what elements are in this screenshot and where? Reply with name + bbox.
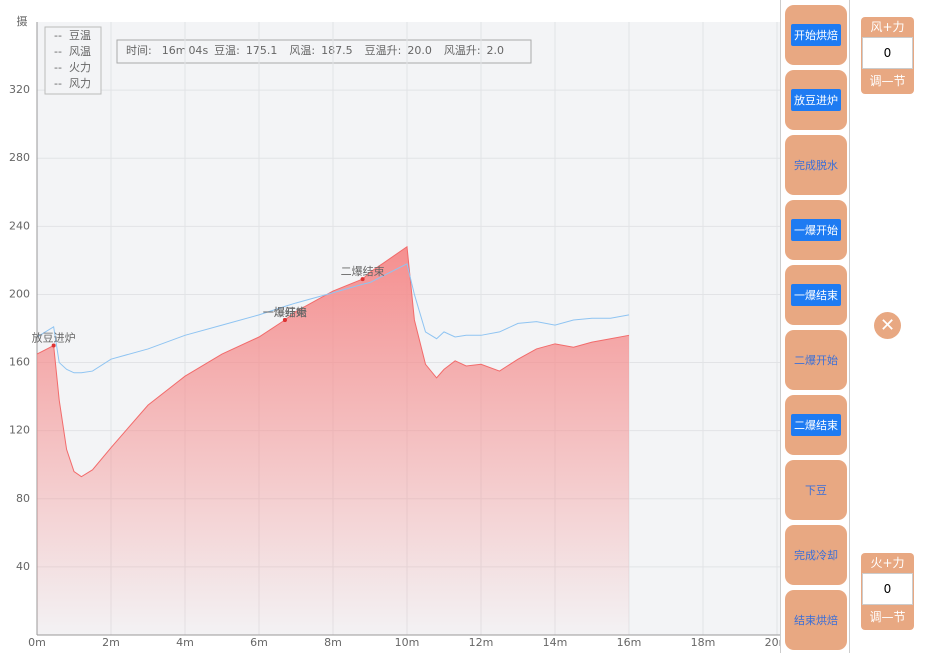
button-label: 二爆结束 xyxy=(791,414,841,436)
y-tick-label: 120 xyxy=(9,424,30,437)
time-unit: m xyxy=(176,44,187,57)
legend-label: 火力 xyxy=(69,61,91,74)
x-tick-label: 0m xyxy=(28,636,46,649)
y-tick-label: 200 xyxy=(9,287,30,300)
annotation: 一爆结束 xyxy=(263,305,307,319)
bean-area xyxy=(37,246,629,635)
time-seconds: 04 xyxy=(188,44,202,57)
action-button[interactable]: 一爆结束 xyxy=(785,265,847,325)
y-tick-label: 240 xyxy=(9,219,30,232)
annotation: 一爆开始 xyxy=(263,305,307,319)
status-frame xyxy=(116,39,532,64)
action-button[interactable]: 一爆开始 xyxy=(785,200,847,260)
action-button[interactable]: 完成冷却 xyxy=(785,525,847,585)
button-panel: 开始烘焙放豆进炉完成脱水一爆开始一爆结束二爆开始二爆结束下豆完成冷却结束烘焙 xyxy=(780,0,850,653)
annotation-dot xyxy=(282,317,287,322)
x-tick-label: 2m xyxy=(102,636,120,649)
button-label: 下豆 xyxy=(805,484,827,497)
action-button[interactable]: 放豆进炉 xyxy=(785,70,847,130)
button-label: 放豆进炉 xyxy=(791,89,841,111)
y-tick-label: 280 xyxy=(9,151,30,164)
button-label: 一爆结束 xyxy=(791,284,841,306)
annotation-dot xyxy=(360,277,365,282)
action-button[interactable]: 开始烘焙 xyxy=(785,5,847,65)
annotation: 放豆进炉 xyxy=(32,331,76,345)
button-label: 一爆开始 xyxy=(791,219,841,241)
status-value: 20.0 xyxy=(407,44,432,57)
x-tick-label: 16m xyxy=(617,636,642,649)
time-label: 时间: xyxy=(126,44,152,57)
y-axis-label: 摄 xyxy=(17,14,28,28)
chart: 摄 时间: 16 m 04 s 豆温: 175.1 风温: 187.5 豆温升: 20.0 风温升: 2… xyxy=(9,14,780,649)
series-line xyxy=(36,263,630,374)
legend-dash: -- xyxy=(54,77,62,90)
action-button[interactable]: 下豆 xyxy=(785,460,847,520)
button-label: 结束烘焙 xyxy=(794,614,838,627)
y-tick-label: 160 xyxy=(9,356,30,369)
status-value: 187.5 xyxy=(321,44,353,57)
legend-dash: -- xyxy=(54,61,62,74)
action-button[interactable]: 二爆结束 xyxy=(785,395,847,455)
control-action[interactable]: 调—节 xyxy=(869,74,906,88)
legend-label: 风温 xyxy=(69,45,91,58)
time-unit: s xyxy=(202,44,208,57)
legend-dash: -- xyxy=(54,29,62,42)
close-button[interactable]: ✕ xyxy=(874,312,901,339)
series-line xyxy=(36,245,630,478)
x-tick-label: 20m xyxy=(765,636,780,649)
control-value[interactable]: 0 xyxy=(862,37,913,69)
x-tick-label: 10m xyxy=(395,636,420,649)
x-tick-label: 6m xyxy=(250,636,268,649)
control: 风+力 0 调—节 xyxy=(861,17,914,94)
control: 火+力 0 调—节 xyxy=(861,553,914,630)
annotation: 二爆结束 xyxy=(341,264,385,278)
y-tick-label: 40 xyxy=(16,560,30,573)
status-box: 时间: 16 m 04 s 豆温: 175.1 风温: 187.5 豆温升: 20.0 风温升: 2.0 xyxy=(116,39,532,64)
control-value[interactable]: 0 xyxy=(862,573,913,605)
x-tick-label: 4m xyxy=(176,636,194,649)
button-label: 完成脱水 xyxy=(794,159,838,172)
control-action[interactable]: 调—节 xyxy=(869,610,906,624)
status-label: 风温: xyxy=(289,44,315,57)
y-tick-label: 320 xyxy=(9,83,30,96)
button-label: 完成冷却 xyxy=(794,549,838,562)
control-title: 风+力 xyxy=(870,20,905,34)
legend-label: 豆温 xyxy=(69,29,91,42)
annotation-dot xyxy=(51,343,56,348)
x-tick-label: 18m xyxy=(691,636,716,649)
action-button[interactable]: 结束烘焙 xyxy=(785,590,847,650)
status-value: 175.1 xyxy=(246,44,278,57)
x-tick-label: 8m xyxy=(324,636,342,649)
x-tick-label: 12m xyxy=(469,636,494,649)
time-minutes: 16 xyxy=(162,44,176,57)
status-value: 2.0 xyxy=(487,44,505,57)
x-tick-label: 14m xyxy=(543,636,568,649)
status-label: 豆温: xyxy=(214,44,240,57)
legend-frame xyxy=(44,26,102,95)
legend-dash: -- xyxy=(54,45,62,58)
action-button[interactable]: 二爆开始 xyxy=(785,330,847,390)
legend-label: 风力 xyxy=(69,77,91,90)
action-button[interactable]: 完成脱水 xyxy=(785,135,847,195)
button-label: 二爆开始 xyxy=(794,354,838,367)
status-label: 风温升: xyxy=(444,44,481,57)
status-label: 豆温升: xyxy=(365,44,402,57)
button-label: 开始烘焙 xyxy=(791,24,841,46)
control-title: 火+力 xyxy=(870,556,905,570)
y-tick-label: 80 xyxy=(16,492,30,505)
